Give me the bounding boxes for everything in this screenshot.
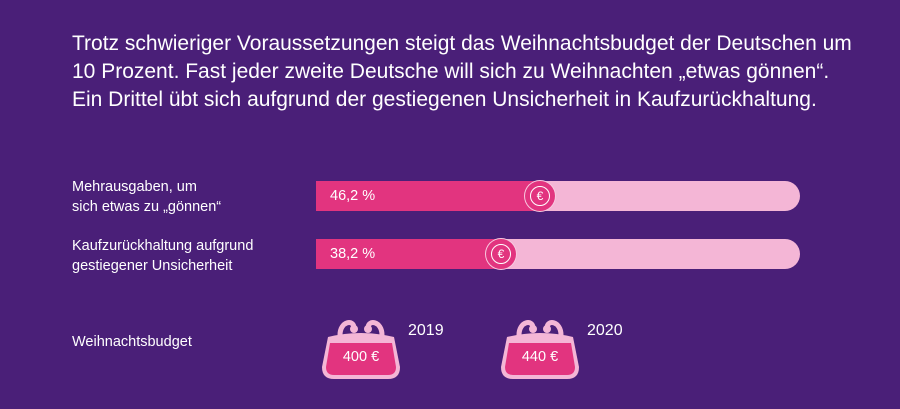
bar-label-2-line2: gestiegener Unsicherheit: [72, 258, 233, 274]
bar-fill-2: [316, 239, 501, 269]
euro-coin-icon: €: [525, 181, 555, 211]
purse-icon: 440 €: [497, 315, 583, 383]
bar-label-1-line2: sich etwas zu „gönnen“: [72, 199, 222, 215]
headline: Trotz schwieriger Voraussetzungen steigt…: [72, 32, 852, 111]
euro-coin-icon: €: [486, 239, 516, 269]
bar-track-2: 38,2 % €: [316, 239, 800, 269]
bar-value-1: 46,2 %: [330, 188, 376, 204]
budget-year-2020: 2020: [587, 322, 623, 339]
budget-amount-2019: 400 €: [342, 349, 380, 365]
bar-fill-1: [316, 181, 540, 211]
bar-label-2: Kaufzurückhaltung aufgrund gestiegener U…: [72, 236, 302, 276]
purse-icon: 400 €: [318, 315, 404, 383]
budget-year-2019: 2019: [408, 322, 444, 339]
bar-label-1-line1: Mehrausgaben, um: [72, 179, 197, 195]
bar-value-2: 38,2 %: [330, 246, 376, 262]
budget-amount-2020: 440 €: [521, 349, 559, 365]
bar-track-1: 46,2 % €: [316, 181, 800, 211]
bar-label-1: Mehrausgaben, um sich etwas zu „gönnen“: [72, 177, 302, 217]
bar-label-2-line1: Kaufzurückhaltung aufgrund: [72, 238, 254, 254]
budget-label: Weihnachtsbudget: [72, 334, 192, 350]
